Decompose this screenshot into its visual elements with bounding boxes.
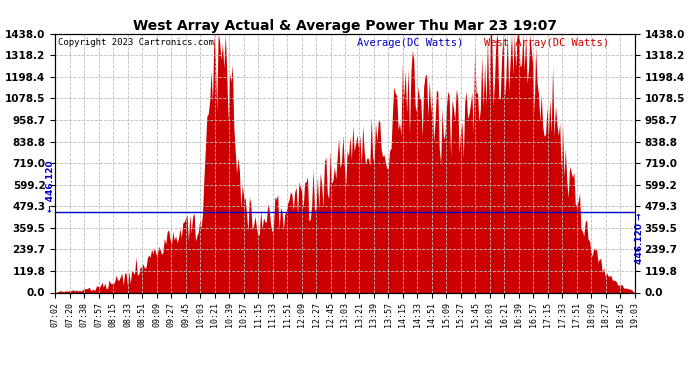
Title: West Array Actual & Average Power Thu Mar 23 19:07: West Array Actual & Average Power Thu Ma… — [133, 19, 557, 33]
Text: Average(DC Watts): Average(DC Watts) — [357, 38, 469, 48]
Text: 446.120 →: 446.120 → — [635, 212, 644, 264]
Text: Copyright 2023 Cartronics.com: Copyright 2023 Cartronics.com — [58, 38, 214, 46]
Text: West Array(DC Watts): West Array(DC Watts) — [484, 38, 609, 48]
Text: ← 446.120: ← 446.120 — [46, 160, 55, 212]
